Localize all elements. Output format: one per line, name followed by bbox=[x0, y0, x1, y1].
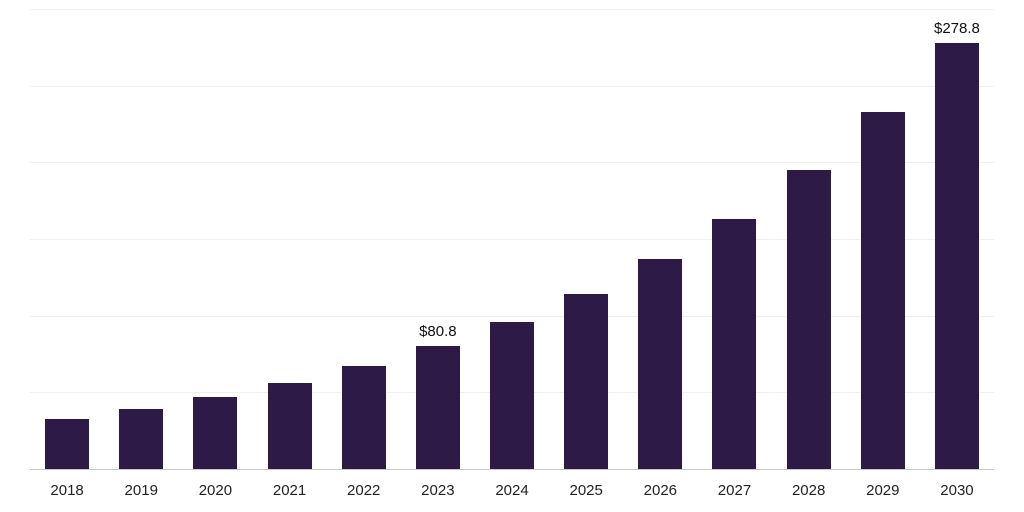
bar-value-label: $278.8 bbox=[934, 19, 980, 37]
x-axis-label: 2019 bbox=[124, 482, 158, 499]
gridline bbox=[30, 315, 994, 317]
gridline bbox=[30, 9, 994, 10]
bar-column bbox=[327, 10, 401, 470]
gridline bbox=[30, 239, 994, 240]
bar-column bbox=[252, 10, 326, 470]
x-axis-line bbox=[30, 469, 994, 470]
bar-2028 bbox=[786, 169, 831, 470]
x-axis-label: 2021 bbox=[272, 482, 307, 499]
bar-column bbox=[623, 10, 697, 470]
x-axis-label: 2030 bbox=[940, 482, 974, 499]
bar-2027 bbox=[712, 218, 757, 470]
x-axis-label: 2027 bbox=[717, 482, 752, 499]
bar-column bbox=[846, 10, 920, 470]
bar-column bbox=[475, 10, 549, 470]
bar-value-label: $80.8 bbox=[419, 323, 457, 341]
bar-column bbox=[549, 10, 623, 470]
bar-2026 bbox=[638, 259, 683, 470]
bar-2029 bbox=[860, 111, 905, 470]
x-axis-label: 2018 bbox=[50, 482, 84, 499]
bar-column bbox=[697, 10, 771, 470]
bar-column bbox=[30, 10, 104, 470]
bar-column bbox=[104, 10, 178, 470]
x-axis-label: 2029 bbox=[866, 482, 900, 499]
x-axis-label: 2025 bbox=[569, 482, 603, 499]
x-axis-label: 2020 bbox=[198, 482, 233, 499]
bar-2022 bbox=[341, 366, 386, 470]
x-axis-label: 2022 bbox=[347, 482, 381, 499]
bars-container: $80.8 $278.8 bbox=[30, 10, 994, 470]
x-axis-label: 2026 bbox=[643, 482, 678, 499]
bar-2030 bbox=[934, 42, 979, 470]
bar-2019 bbox=[119, 408, 164, 470]
bar-2020 bbox=[193, 397, 238, 470]
bar-2025 bbox=[564, 293, 609, 470]
bar-2024 bbox=[490, 322, 535, 470]
bar-column: $80.8 bbox=[401, 10, 475, 470]
bar-2018 bbox=[45, 418, 90, 470]
x-axis-label: 2023 bbox=[421, 482, 455, 499]
plot-area: $80.8 $278.8 bbox=[30, 9, 994, 470]
bar-column bbox=[772, 10, 846, 470]
gridline bbox=[30, 162, 994, 164]
bar-column bbox=[178, 10, 252, 470]
x-axis-labels: 2018 2019 2020 2021 2022 2023 2024 2025 2026 2027… bbox=[30, 482, 994, 499]
x-axis-label: 2024 bbox=[495, 482, 529, 499]
x-axis-label: 2028 bbox=[791, 482, 826, 499]
bar-2021 bbox=[267, 382, 312, 470]
bar-2023 bbox=[415, 346, 460, 470]
gridline bbox=[30, 85, 994, 87]
bar-column: $278.8 bbox=[920, 10, 994, 470]
